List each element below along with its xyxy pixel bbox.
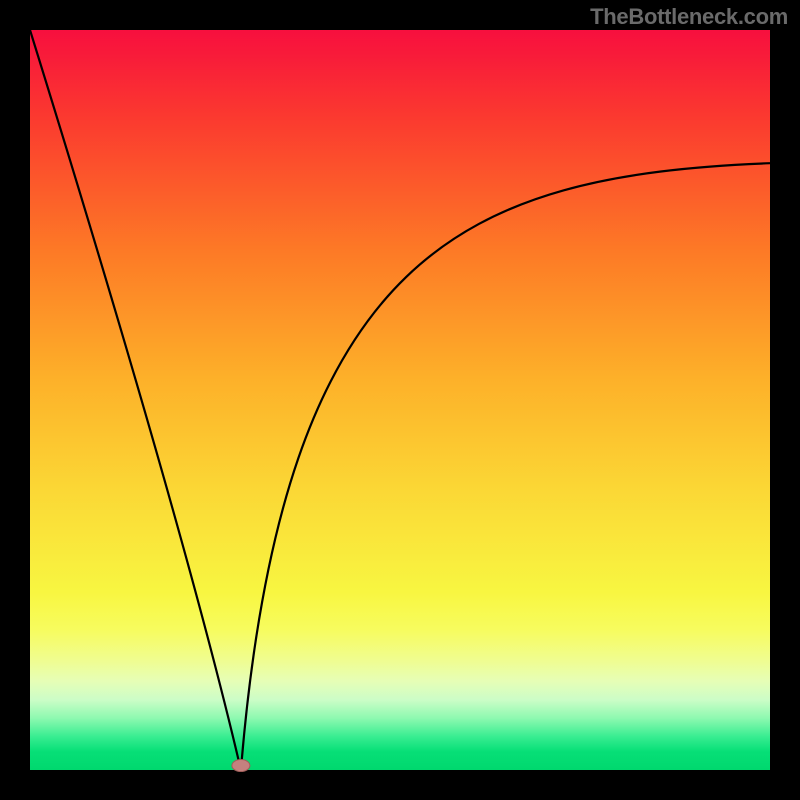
vertex-marker	[232, 760, 250, 772]
chart-root: TheBottleneck.com	[0, 0, 800, 800]
chart-svg	[0, 0, 800, 800]
watermark-label: TheBottleneck.com	[590, 4, 788, 30]
